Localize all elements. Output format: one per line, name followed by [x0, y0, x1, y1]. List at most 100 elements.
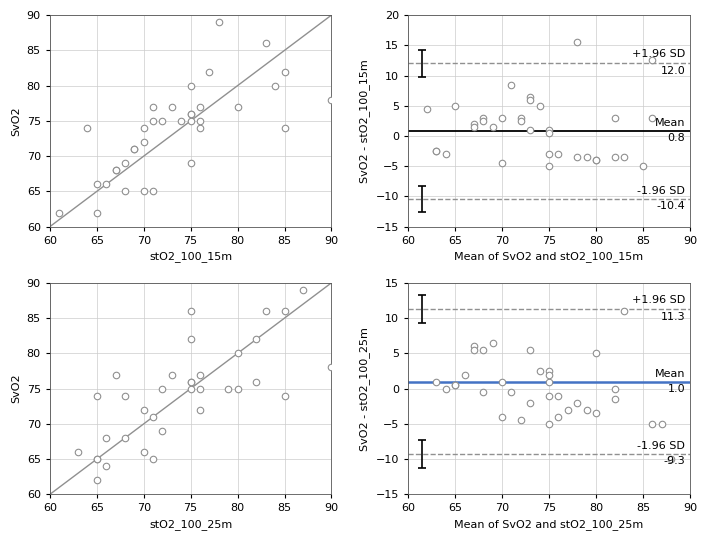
Point: [138, 187, 149, 196]
Point: [571, 153, 583, 162]
Point: [232, 349, 244, 358]
Point: [260, 39, 271, 48]
Point: [110, 370, 121, 379]
Point: [430, 377, 442, 386]
Point: [147, 455, 159, 464]
Point: [496, 114, 508, 122]
Point: [590, 409, 602, 418]
Point: [430, 147, 442, 155]
Point: [450, 381, 461, 390]
Point: [421, 104, 433, 113]
Point: [54, 208, 65, 217]
Point: [571, 398, 583, 407]
Point: [213, 18, 224, 27]
Point: [185, 116, 196, 125]
Point: [525, 126, 536, 134]
Point: [525, 93, 536, 101]
Text: Mean: Mean: [655, 118, 685, 128]
Point: [147, 187, 159, 196]
Point: [468, 346, 479, 354]
Point: [590, 156, 602, 164]
Point: [543, 162, 554, 170]
Y-axis label: SvO2: SvO2: [11, 374, 21, 404]
Point: [478, 114, 489, 122]
Point: [222, 384, 234, 393]
Text: 1.0: 1.0: [668, 384, 685, 394]
Point: [101, 180, 112, 189]
Point: [260, 307, 271, 315]
Point: [430, 147, 442, 155]
Point: [543, 150, 554, 159]
Point: [91, 391, 103, 400]
Point: [656, 420, 668, 428]
Point: [543, 129, 554, 137]
Point: [543, 370, 554, 379]
Point: [619, 307, 630, 315]
Point: [543, 420, 554, 428]
Text: +1.96 SD: +1.96 SD: [632, 49, 685, 58]
Point: [590, 156, 602, 164]
Point: [571, 38, 583, 47]
Point: [166, 370, 178, 379]
Point: [91, 455, 103, 464]
Point: [506, 388, 517, 397]
Point: [279, 123, 290, 132]
Point: [204, 67, 215, 76]
Point: [553, 391, 564, 400]
Text: -9.3: -9.3: [663, 456, 685, 466]
Point: [119, 391, 130, 400]
Point: [195, 116, 206, 125]
Point: [138, 123, 149, 132]
Point: [270, 81, 281, 90]
Text: -1.96 SD: -1.96 SD: [637, 441, 685, 451]
Point: [609, 384, 620, 393]
Point: [101, 462, 112, 471]
Point: [185, 335, 196, 344]
Text: 0.8: 0.8: [668, 133, 685, 143]
Text: -1.96 SD: -1.96 SD: [637, 186, 685, 196]
Point: [609, 153, 620, 162]
Point: [543, 377, 554, 386]
Point: [297, 286, 309, 294]
Point: [581, 153, 592, 162]
Point: [468, 123, 479, 131]
Point: [478, 116, 489, 125]
Point: [553, 150, 564, 159]
Point: [72, 448, 84, 457]
Point: [110, 166, 121, 175]
Point: [487, 123, 498, 131]
Text: 11.3: 11.3: [661, 312, 685, 322]
Point: [525, 398, 536, 407]
Point: [185, 307, 196, 315]
Point: [101, 434, 112, 443]
Point: [185, 109, 196, 118]
Point: [91, 180, 103, 189]
Point: [185, 384, 196, 393]
Point: [119, 187, 130, 196]
Point: [543, 126, 554, 134]
Point: [515, 114, 527, 122]
Text: 12.0: 12.0: [661, 67, 685, 76]
Point: [515, 416, 527, 425]
Point: [478, 346, 489, 354]
Point: [553, 412, 564, 421]
Point: [525, 346, 536, 354]
Point: [581, 405, 592, 414]
Point: [468, 120, 479, 128]
Point: [91, 208, 103, 217]
Point: [666, 455, 677, 464]
Y-axis label: SvO2: SvO2: [11, 106, 21, 136]
Point: [459, 370, 470, 379]
Point: [590, 349, 602, 358]
Point: [195, 123, 206, 132]
Point: [609, 114, 620, 122]
Point: [195, 370, 206, 379]
Point: [91, 476, 103, 485]
Point: [185, 159, 196, 168]
Point: [129, 145, 140, 154]
Point: [506, 80, 517, 89]
Point: [176, 116, 187, 125]
Point: [119, 159, 130, 168]
Point: [478, 388, 489, 397]
Point: [185, 81, 196, 90]
